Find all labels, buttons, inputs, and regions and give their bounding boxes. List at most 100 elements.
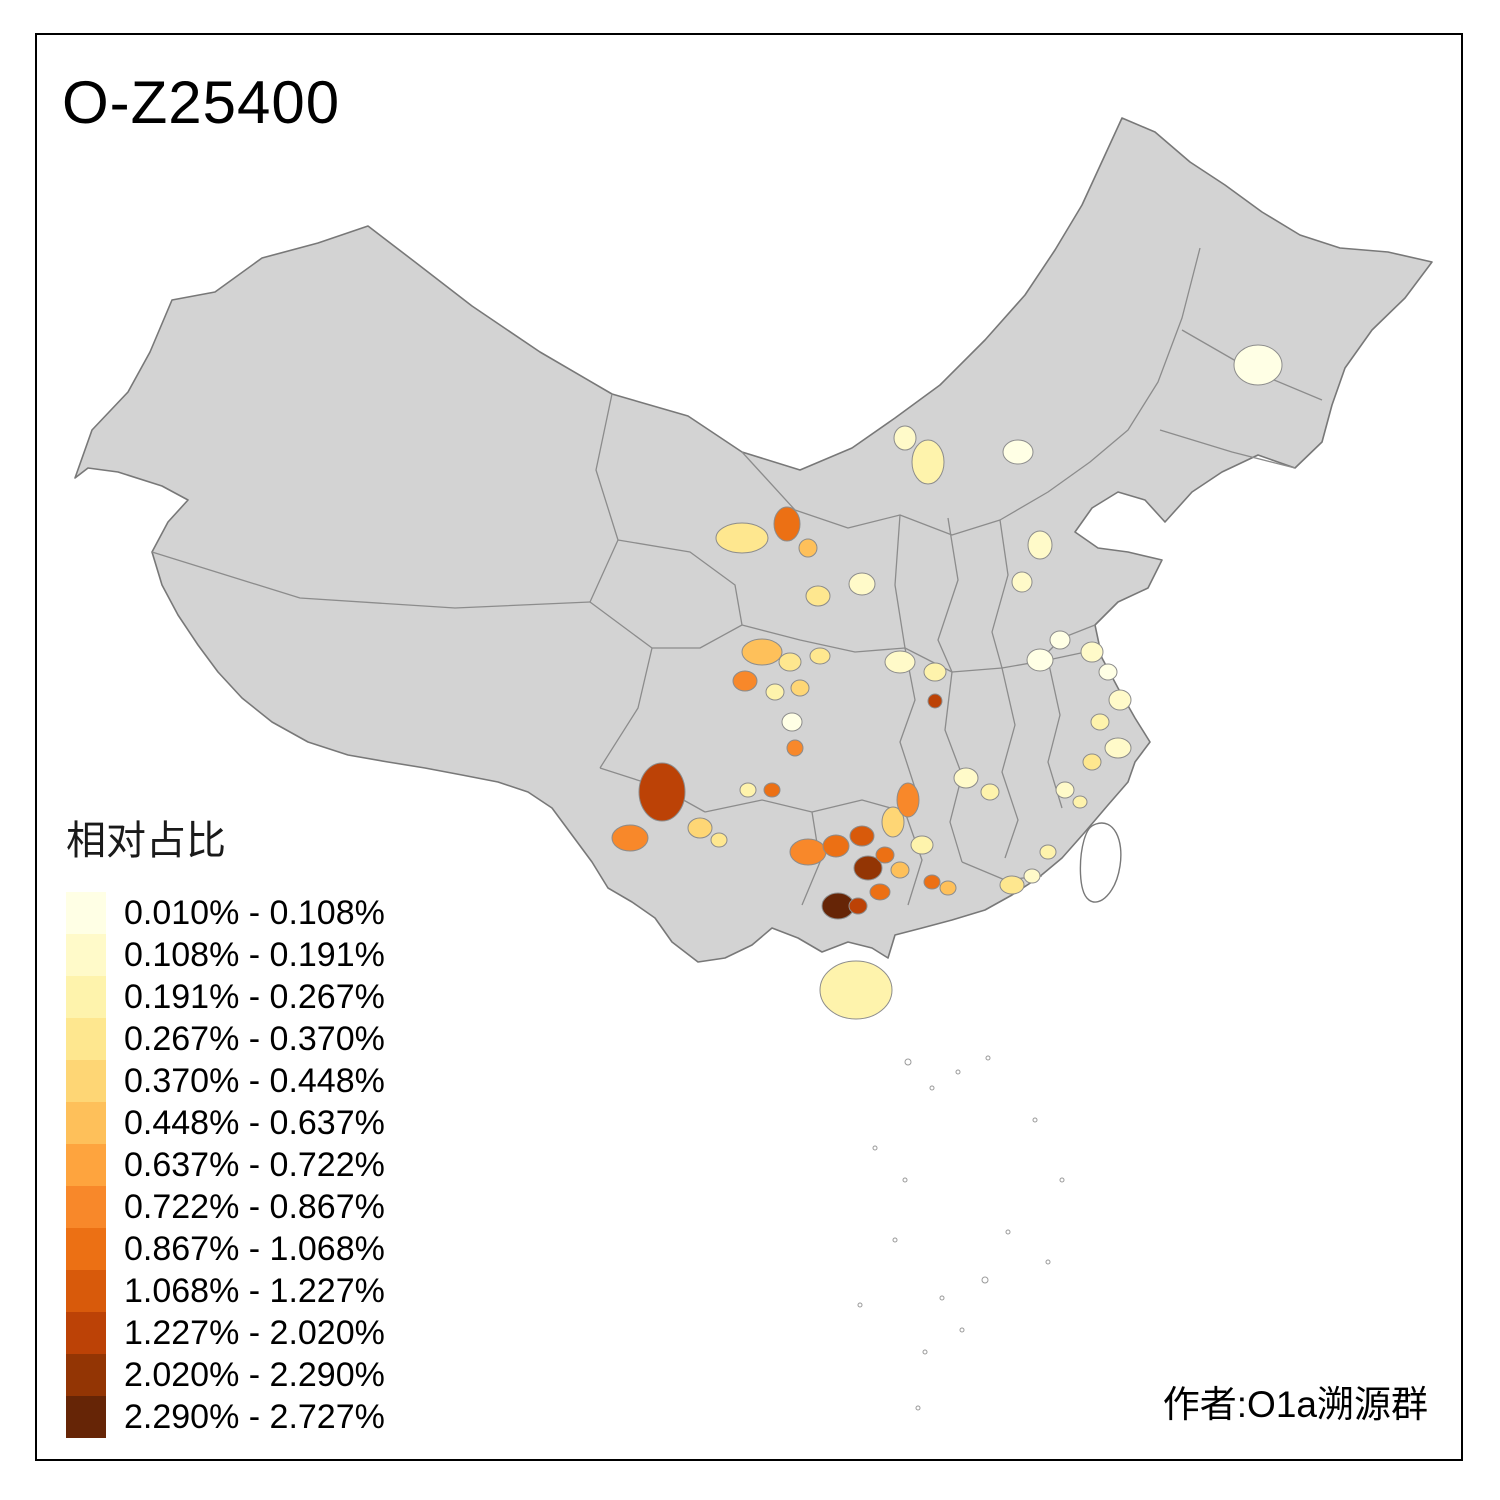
map-region [739,782,757,798]
map-region [1233,344,1283,386]
legend-swatch [66,1060,106,1102]
island [904,1058,912,1066]
legend-swatch [66,892,106,934]
legend-swatch [66,1396,106,1438]
map-region [848,897,868,915]
map-region [687,817,713,839]
legend-title: 相对占比 [66,819,226,863]
legend-label: 0.108% - 0.191% [124,935,385,974]
map-region [809,647,831,665]
map-region [778,652,802,672]
legend-row: 1.227% - 2.020% [66,1312,426,1354]
island [929,1085,935,1091]
map-region [790,679,810,697]
island [959,1327,965,1333]
map-region [1049,630,1071,650]
legend-label: 0.867% - 1.068% [124,1229,385,1268]
legend-swatch [66,1102,106,1144]
map-region [884,650,916,674]
island [955,1069,961,1075]
map-region [1082,753,1102,771]
map-region [869,883,891,901]
colored-regions [611,344,1283,1020]
map-region [999,875,1025,895]
map-region [1027,530,1053,560]
taiwan-island [1079,822,1122,903]
map-region [1108,689,1132,711]
map-region [980,783,1000,801]
map-region [939,880,957,896]
legend-swatch [66,1018,106,1060]
map-region [789,838,827,866]
map-region [1098,663,1118,681]
author-credit: 作者:O1a溯源群 [1162,1384,1428,1425]
map-region [1002,439,1034,465]
legend-swatch [66,934,106,976]
legend-swatch [66,1312,106,1354]
legend-label: 0.370% - 0.448% [124,1061,385,1100]
map-region [822,834,850,858]
island [922,1349,928,1355]
legend-row: 2.020% - 2.290% [66,1354,426,1396]
legend-label: 0.267% - 0.370% [124,1019,385,1058]
map-region [786,739,804,757]
map-region [890,861,910,879]
map-region [765,683,785,701]
map-region [805,585,831,607]
map-region [715,522,769,554]
legend: 相对占比 0.010% - 0.108% 0.108% - 0.191% 0.191… [66,808,426,1438]
legend-row: 0.010% - 0.108% [66,892,426,934]
legend-row: 0.722% - 0.867% [66,1186,426,1228]
island [892,1237,898,1243]
legend-label: 0.637% - 0.722% [124,1145,385,1184]
map-region [875,846,895,864]
island [915,1405,921,1411]
island [872,1145,878,1151]
island [981,1276,989,1284]
island [902,1177,908,1183]
map-region [953,767,979,789]
island [985,1055,991,1061]
legend-label: 0.191% - 0.267% [124,977,385,1016]
map-region [896,782,920,818]
map-region [923,874,941,890]
map-region [853,855,883,881]
island [939,1295,945,1301]
legend-row: 0.267% - 0.370% [66,1018,426,1060]
map-region [1039,844,1057,860]
legend-label: 0.448% - 0.637% [124,1103,385,1142]
map-region [1104,737,1132,759]
map-region [732,670,758,692]
map-region [1011,571,1033,593]
legend-label: 1.227% - 2.020% [124,1313,385,1352]
legend-label: 1.068% - 1.227% [124,1271,385,1310]
map-region [1072,795,1088,809]
map-region [849,825,875,847]
legend-row: 0.191% - 0.267% [66,976,426,1018]
map-region [1026,648,1054,672]
legend-label: 2.290% - 2.727% [124,1397,385,1436]
south-china-sea-islands [857,1055,1065,1411]
map-region [710,832,728,848]
map-region [638,762,686,822]
legend-label: 0.722% - 0.867% [124,1187,385,1226]
legend-row: 1.068% - 1.227% [66,1270,426,1312]
legend-label: 2.020% - 2.290% [124,1355,385,1394]
legend-rows: 0.010% - 0.108% 0.108% - 0.191% 0.191% - 0… [66,892,426,1438]
map-region [611,824,649,852]
island [1005,1229,1011,1235]
island [857,1302,863,1308]
map-region [848,572,876,596]
island [1045,1259,1051,1265]
map-region [923,662,947,682]
map-region [893,425,917,451]
map-region [881,806,905,838]
legend-row: 0.448% - 0.637% [66,1102,426,1144]
island [1032,1117,1038,1123]
map-region [1090,713,1110,731]
map-region [1055,781,1075,799]
page-title: O-Z25400 [62,69,341,136]
legend-swatch [66,1144,106,1186]
